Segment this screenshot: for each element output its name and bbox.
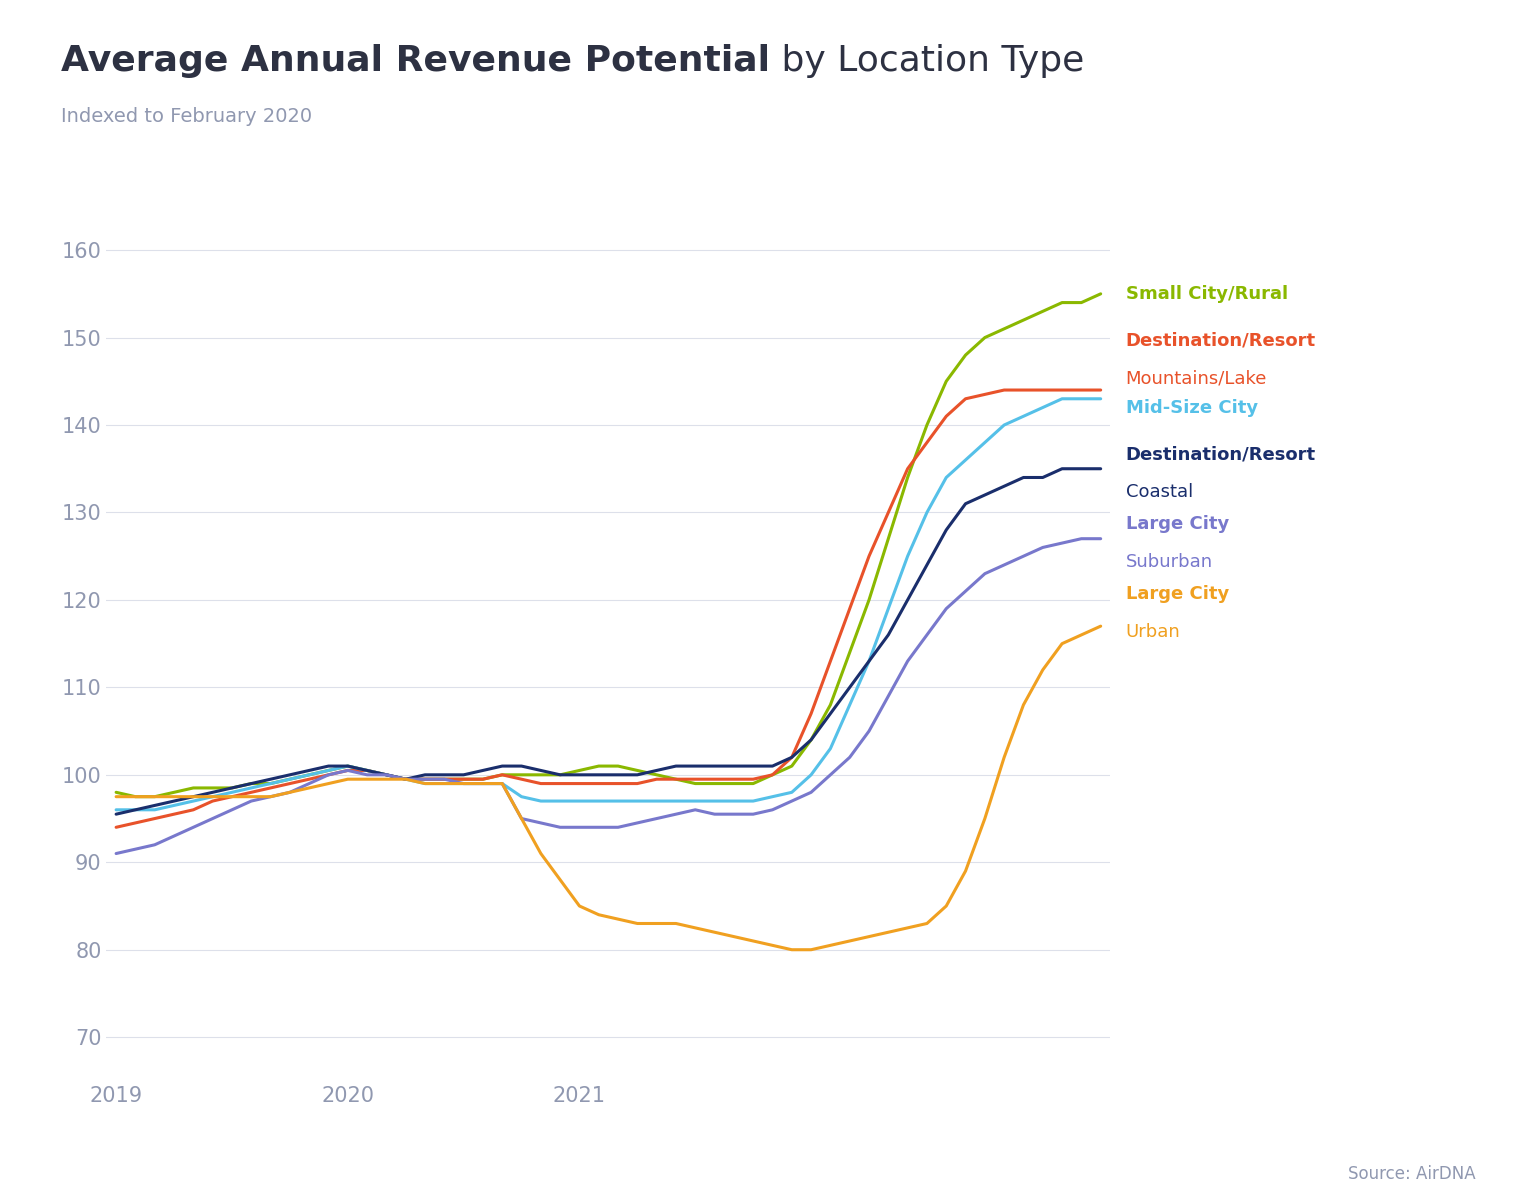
Text: Destination/Resort: Destination/Resort xyxy=(1126,446,1316,464)
Text: Mid-Size City: Mid-Size City xyxy=(1126,399,1258,417)
Text: Large City: Large City xyxy=(1126,585,1229,603)
Text: Suburban: Suburban xyxy=(1126,554,1212,572)
Text: Indexed to February 2020: Indexed to February 2020 xyxy=(61,107,312,126)
Text: Large City: Large City xyxy=(1126,515,1229,533)
Text: Mountains/Lake: Mountains/Lake xyxy=(1126,370,1267,388)
Text: Urban: Urban xyxy=(1126,623,1180,641)
Text: Coastal: Coastal xyxy=(1126,484,1192,502)
Text: Source: AirDNA: Source: AirDNA xyxy=(1348,1165,1475,1183)
Text: Average Annual Revenue Potential: Average Annual Revenue Potential xyxy=(61,44,770,78)
Text: Destination/Resort: Destination/Resort xyxy=(1126,331,1316,349)
Text: Small City/Rural: Small City/Rural xyxy=(1126,285,1288,303)
Text: by Location Type: by Location Type xyxy=(770,44,1084,78)
